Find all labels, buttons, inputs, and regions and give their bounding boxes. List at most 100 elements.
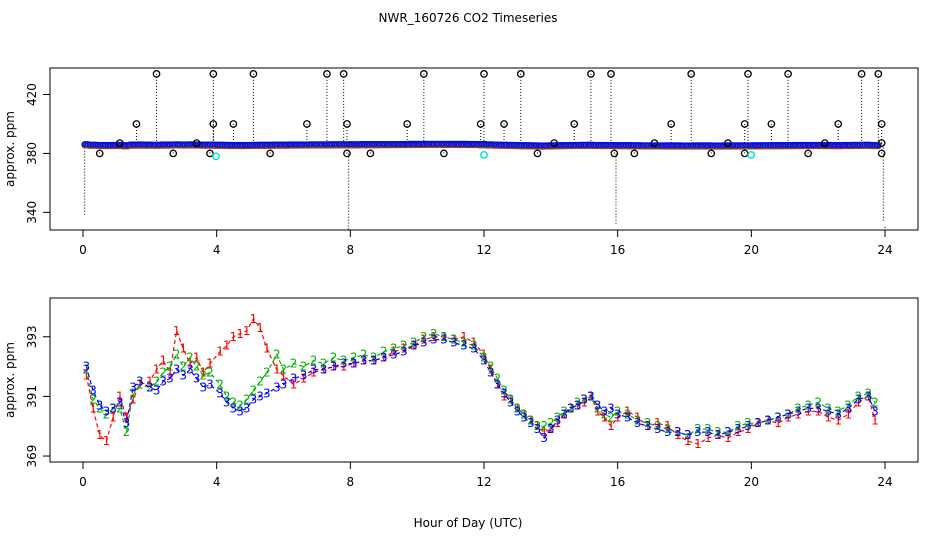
series-1-marker: 1 (216, 345, 224, 359)
top-series (81, 140, 882, 150)
series-2-marker: 2 (480, 351, 488, 365)
series-2-marker: 2 (340, 354, 348, 368)
series-3-marker: 3 (430, 333, 438, 347)
flagged-point (403, 120, 411, 128)
series-1-marker: 1 (420, 333, 428, 347)
series-1-marker: 1 (784, 410, 792, 424)
flagged-point (667, 120, 675, 128)
series-1-marker: 1 (236, 327, 244, 341)
flagged-point (707, 149, 716, 158)
series-1-marker: 1 (410, 339, 418, 353)
series-2-marker: 2 (273, 348, 281, 362)
series-3-marker: 3 (540, 431, 548, 445)
series-1-marker: 1 (794, 407, 802, 421)
series-3-marker: 3 (724, 425, 732, 439)
series-1-marker: 1 (824, 410, 832, 424)
series-3-marker: 3 (199, 380, 207, 394)
series-3-marker: 3 (470, 342, 478, 356)
top-y-tick-label: 420 (25, 83, 39, 106)
series-3-marker: 3 (236, 404, 244, 418)
series-2-marker: 2 (243, 392, 251, 406)
series-3-marker: 3 (103, 404, 111, 418)
series-1-marker: 1 (600, 410, 608, 424)
bottom-series-lines (85, 317, 876, 445)
series-1-marker: 1 (320, 363, 328, 377)
series-2-marker: 2 (460, 336, 468, 350)
series-3-marker: 3 (594, 398, 602, 412)
bottom-y-tick-label: 393 (25, 325, 39, 348)
series-3-marker: 3 (153, 383, 161, 397)
flagged-point (630, 149, 639, 158)
series-3-marker: 3 (109, 401, 117, 415)
series-1-marker: 1 (704, 431, 712, 445)
bottom-x-tick-label: 8 (347, 475, 355, 489)
series-1-marker: 1 (136, 377, 144, 391)
series-2-marker: 2 (89, 392, 97, 406)
series-2-marker: 2 (514, 401, 522, 415)
series-1-marker: 1 (804, 404, 812, 418)
series-2-marker: 2 (520, 407, 528, 421)
series-2-marker: 2 (567, 401, 575, 415)
bottom-y-axis-label: approx. ppm (3, 342, 17, 418)
series-3-marker: 3 (123, 416, 131, 430)
series-2-marker: 2 (600, 407, 608, 421)
flagged-point (229, 120, 238, 128)
series-3-marker: 3 (216, 386, 224, 400)
series-2-marker: 2 (360, 348, 368, 362)
flagged-point (192, 139, 201, 147)
series-1-marker: 1 (330, 360, 338, 374)
series-3-marker: 3 (250, 392, 258, 406)
series-3-marker: 3 (290, 372, 298, 386)
series-1-marker: 1 (193, 351, 201, 365)
series-2-marker: 2 (547, 416, 555, 430)
series-3-marker: 3 (834, 407, 842, 421)
series-3-marker: 3 (487, 366, 495, 380)
series-1-marker: 1 (340, 360, 348, 374)
flagged-point (610, 149, 619, 158)
flagged-point (343, 120, 351, 128)
series-1-marker: 1 (146, 374, 154, 388)
series-1-line (85, 317, 876, 445)
series-1-marker: 1 (547, 422, 555, 436)
series-3-marker: 3 (390, 348, 398, 362)
series-2-marker: 2 (173, 348, 181, 362)
series-1-marker: 1 (310, 366, 318, 380)
bottom-y-tick-label: 369 (25, 445, 39, 468)
series-3-marker: 3 (614, 407, 622, 421)
series-1-marker: 1 (494, 377, 502, 391)
series-3-marker: 3 (230, 401, 238, 415)
series-3-marker: 3 (744, 419, 752, 433)
series-3-marker: 3 (263, 386, 271, 400)
series-1-marker: 1 (116, 389, 124, 403)
series-3-marker: 3 (714, 428, 722, 442)
top-flagged-points (95, 70, 886, 161)
series-3-marker: 3 (193, 372, 201, 386)
series-3-marker: 3 (547, 422, 555, 436)
series-2-marker: 2 (824, 401, 832, 415)
series-1-marker: 1 (684, 434, 692, 448)
series-2-marker: 2 (430, 327, 438, 341)
series-2-marker: 2 (186, 351, 194, 365)
series-3-marker: 3 (804, 401, 812, 415)
bottom-x-tick-label: 16 (610, 475, 625, 489)
series-2-marker: 2 (159, 366, 167, 380)
flagged-point (607, 70, 615, 78)
series-3-marker: 3 (580, 392, 588, 406)
series-2-marker: 2 (784, 407, 792, 421)
series-1-marker: 1 (173, 324, 181, 338)
flagged-point (820, 139, 829, 147)
flagged-point (587, 70, 595, 78)
series-3-marker: 3 (754, 416, 762, 430)
flagged-point (877, 139, 886, 147)
series-3-marker: 3 (854, 392, 862, 406)
series-2-marker: 2 (216, 377, 224, 391)
series-2-marker: 2 (330, 351, 338, 365)
series-1-marker: 1 (554, 416, 562, 430)
series-3-marker: 3 (844, 401, 852, 415)
series-2-marker: 2 (871, 395, 879, 409)
series-3-marker: 3 (280, 377, 288, 391)
series-1-marker: 1 (179, 342, 187, 356)
series-1-marker: 1 (694, 437, 702, 451)
series-3-marker: 3 (560, 407, 568, 421)
series-3-marker: 3 (554, 413, 562, 427)
